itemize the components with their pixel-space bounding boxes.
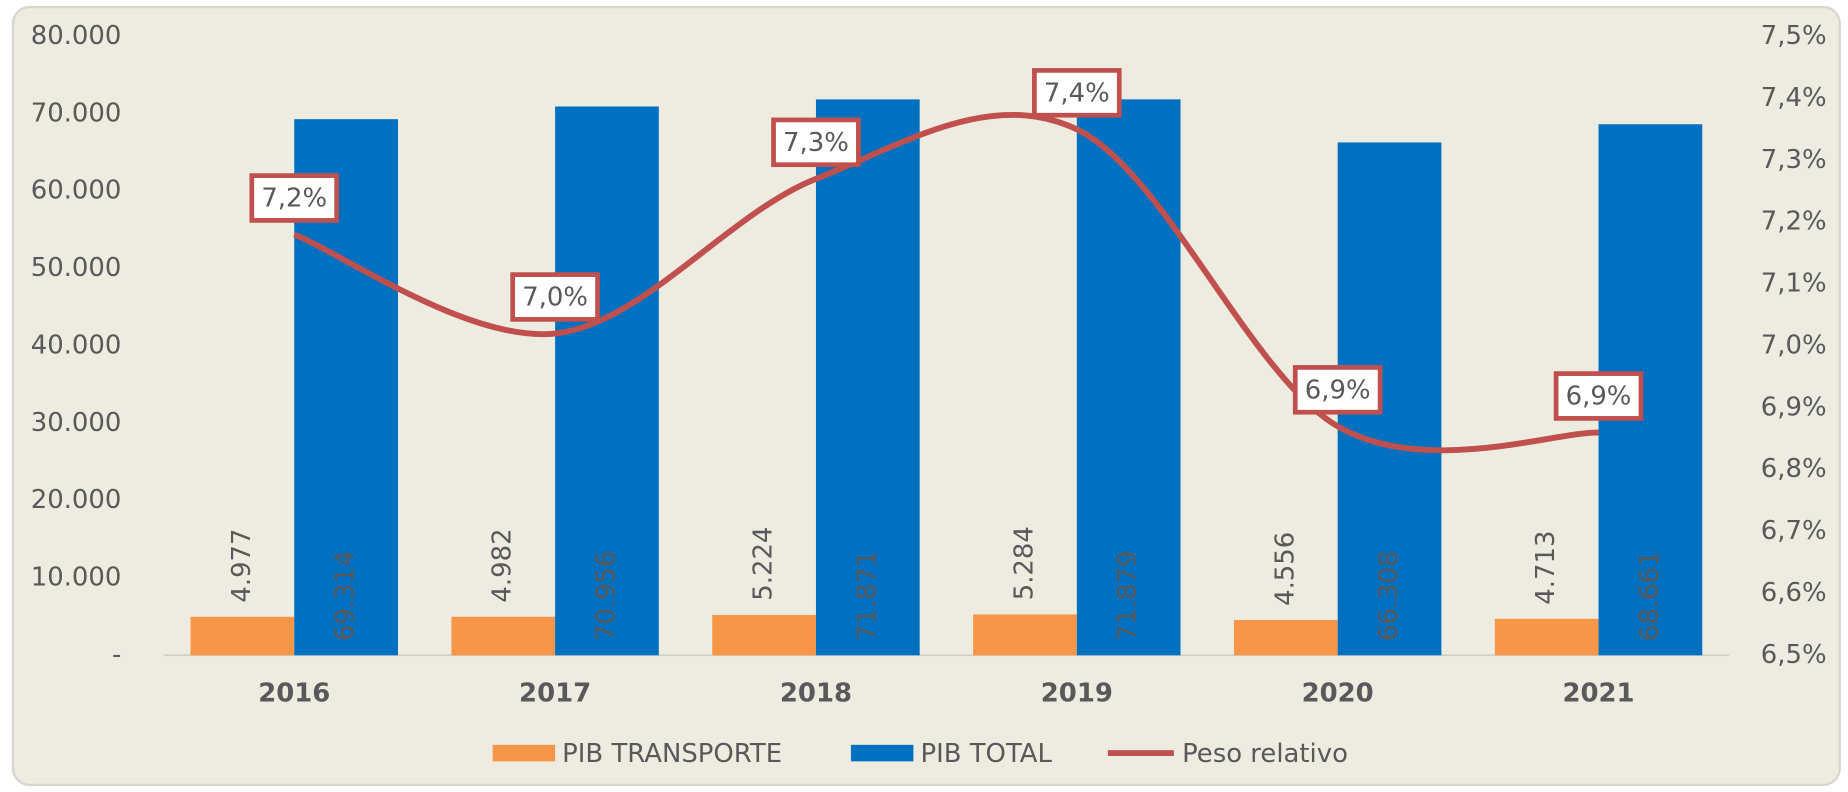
label-box [1292,365,1383,415]
label-box [771,117,861,168]
y-tick-label: 70.000 [31,98,122,128]
y2-tick-label: 7,0% [1761,330,1827,360]
data-label: 4.556 [1270,532,1300,606]
data-label: 71.879 [1113,550,1143,641]
label-box [249,173,340,223]
data-label: 5.224 [749,527,779,601]
x-tick-label: 2017 [519,679,591,709]
data-label: 69.314 [331,550,361,641]
x-tick-label: 2016 [258,679,330,709]
line-label: 7,2% [249,173,340,223]
y-tick-label: 40.000 [31,330,122,360]
y-tick-label: - [112,640,121,670]
y-tick-label: 50.000 [31,253,122,283]
label-box [1032,68,1122,118]
y2-tick-label: 7,2% [1761,207,1827,237]
legend-label: PIB TRANSPORTE [562,739,782,769]
y2-tick-label: 6,7% [1761,516,1827,546]
y2-tick-label: 6,6% [1761,578,1827,608]
data-label: 7,3% [783,128,849,158]
data-label: 4.982 [488,528,518,602]
x-tick-label: 2018 [780,679,852,709]
data-label: 4.977 [227,528,257,602]
line-label: 6,9% [1553,371,1644,421]
y-tick-label: 20.000 [31,485,122,515]
bar [1076,99,1181,656]
data-label: 7,0% [522,283,588,313]
x-tick-label: 2020 [1302,679,1374,709]
legend-label: PIB TOTAL [920,739,1052,769]
bar [555,106,659,656]
y-tick-label: 30.000 [31,408,122,438]
data-label: 7,2% [261,184,327,214]
bar [815,99,920,656]
y2-tick-label: 7,5% [1761,21,1827,51]
data-label: 66.308 [1374,550,1404,641]
bar [190,616,295,656]
y-tick-label: 10.000 [31,562,122,592]
bar [712,614,816,656]
legend-label: Peso relativo [1182,739,1348,769]
data-label: 71.871 [852,550,882,641]
data-label: 68.661 [1635,550,1665,641]
bar [1233,620,1338,656]
y2-tick-label: 6,5% [1761,640,1827,670]
y2-tick-label: 7,3% [1761,145,1827,175]
label-box [510,272,600,322]
legend-swatch [850,744,914,762]
y2-tick-label: 7,4% [1761,83,1827,113]
data-label: 70.956 [591,550,621,641]
line-label: 7,0% [510,272,600,322]
line-label: 7,4% [1032,68,1122,118]
line [293,112,1599,454]
legend-swatch [492,744,556,762]
x-tick-label: 2019 [1041,679,1113,709]
data-label: 7,4% [1044,78,1110,108]
x-tick-label: 2021 [1562,679,1634,709]
y-tick-label: 80.000 [31,21,122,51]
y2-tick-label: 7,1% [1761,269,1827,299]
line-label: 7,3% [771,117,861,168]
data-label: 6,9% [1566,382,1632,412]
bar [451,616,556,656]
bar [1494,618,1599,656]
data-label: 4.713 [1531,531,1561,605]
bar [973,614,1077,656]
data-label: 6,9% [1305,375,1371,405]
label-box [1553,371,1644,421]
y2-tick-label: 6,8% [1761,454,1827,484]
y-tick-label: 60.000 [31,176,122,206]
data-label: 5.284 [1009,526,1039,600]
y2-tick-label: 6,9% [1761,392,1827,422]
line-label: 6,9% [1292,365,1383,415]
